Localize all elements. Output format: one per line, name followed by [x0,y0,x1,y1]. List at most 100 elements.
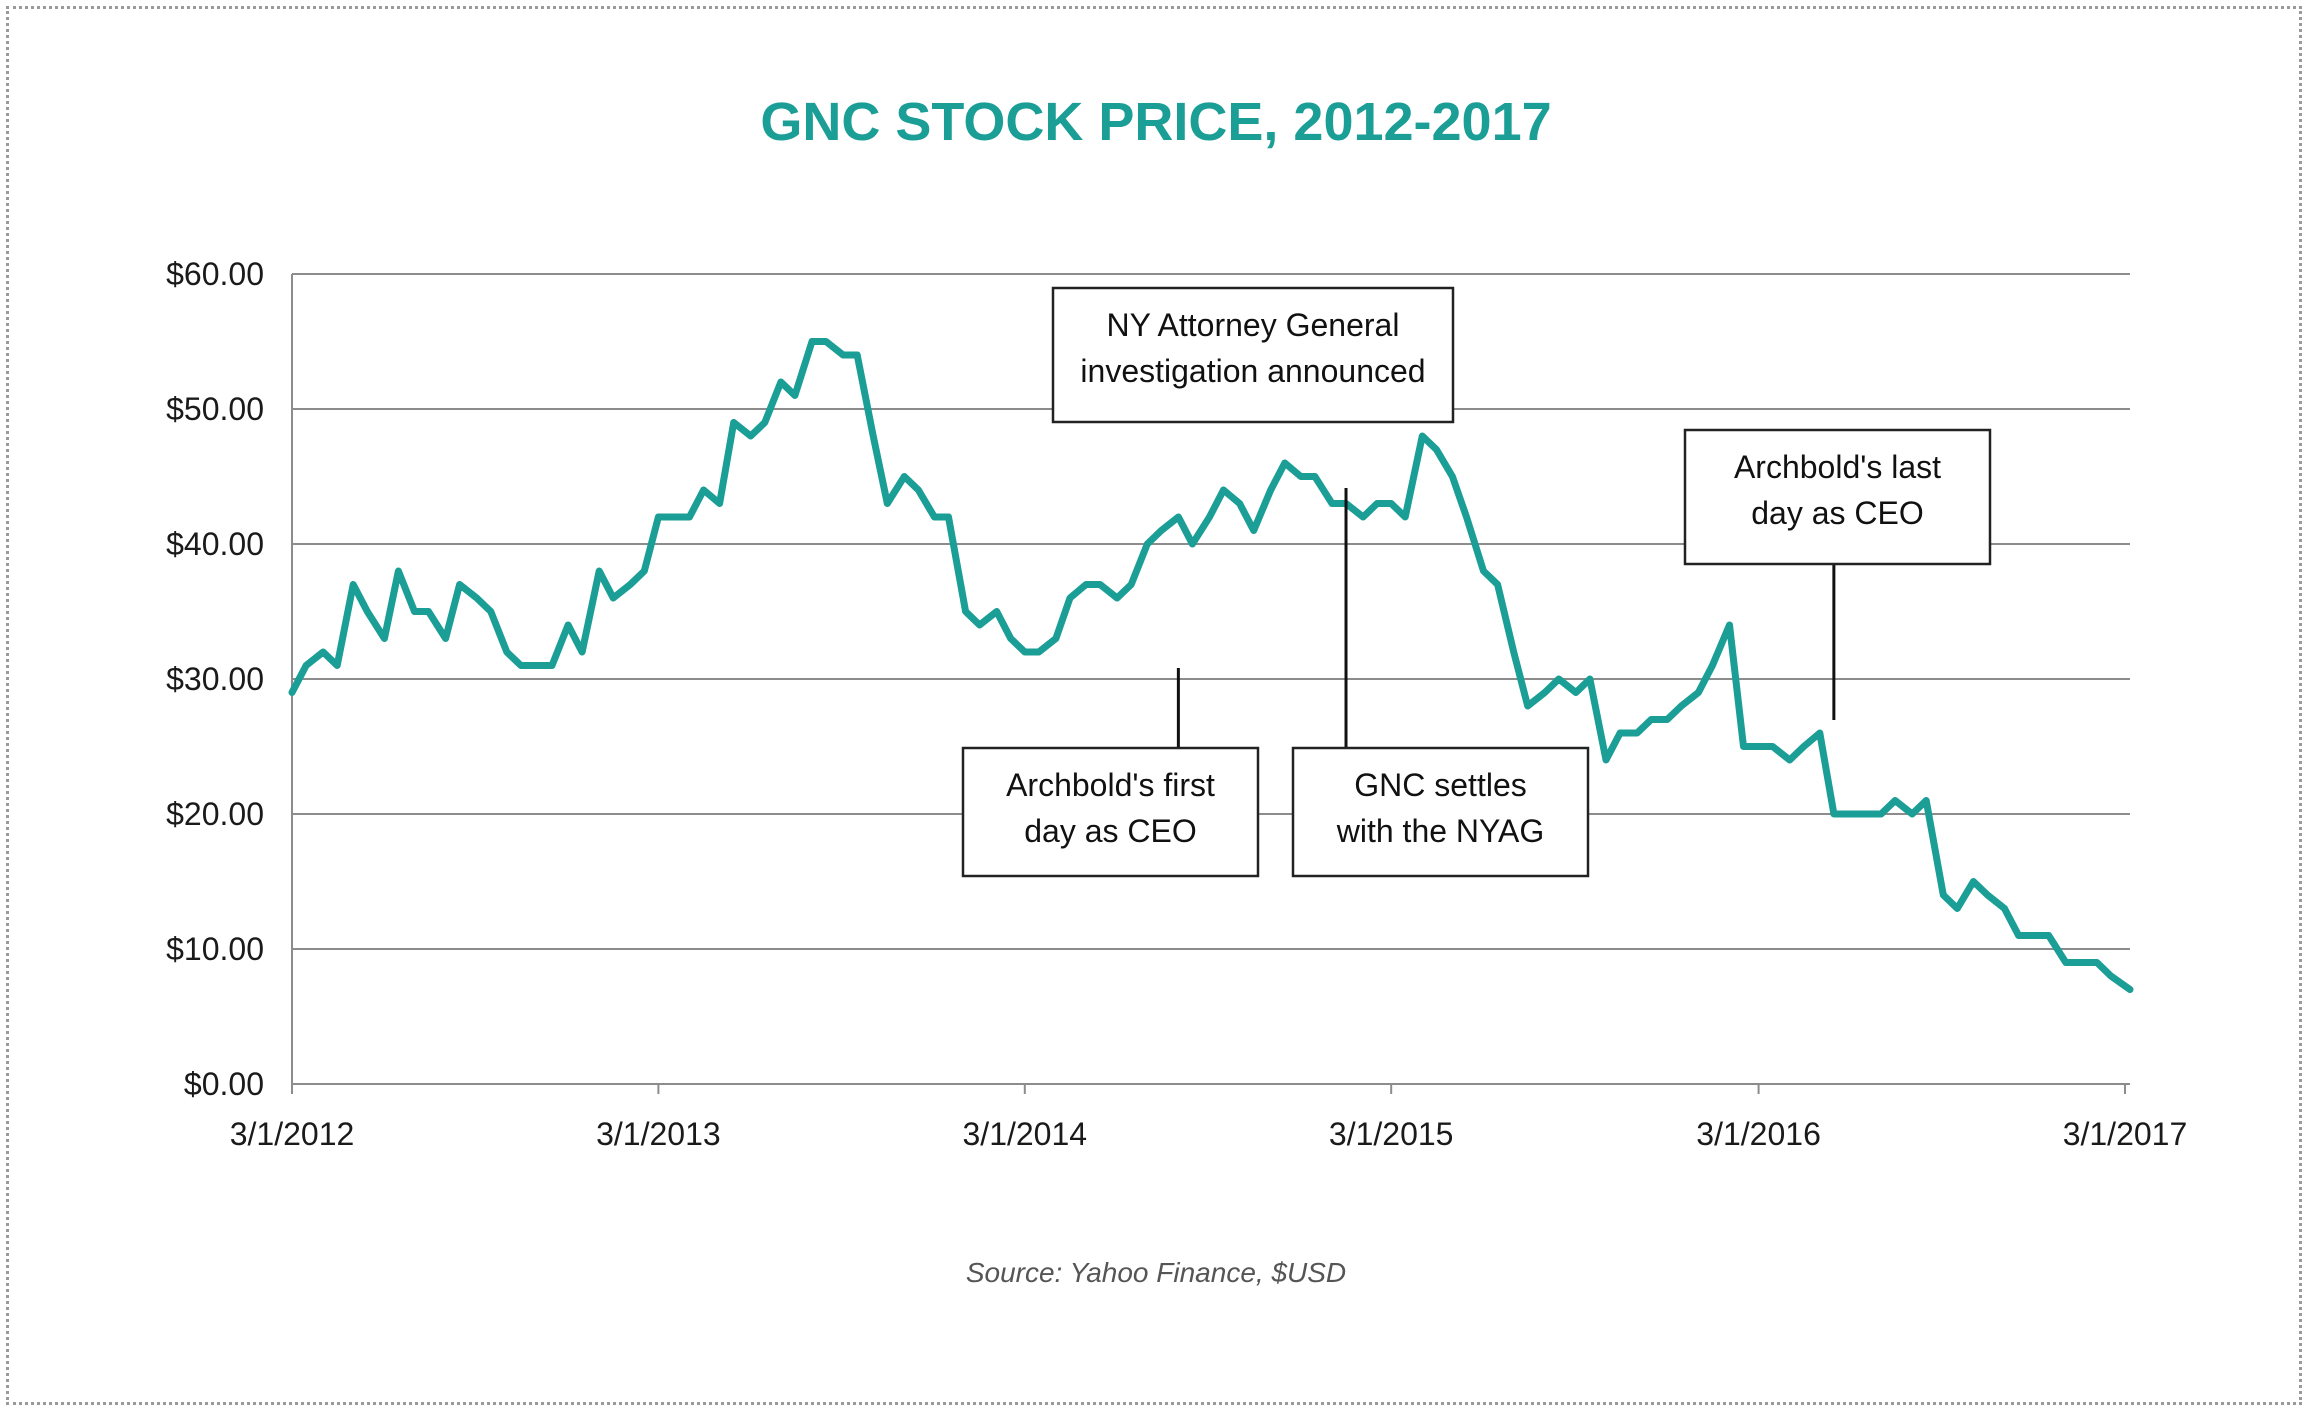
annotation: Archbold's first day as CEO [961,668,1260,878]
y-tick-label: $50.00 [166,391,264,427]
price-point [1831,811,1837,817]
annotation-box [1051,286,1455,424]
price-point [717,501,723,506]
price-point [655,514,661,520]
price-point [2046,933,2052,938]
price-point [1756,744,1762,749]
x-tick-label: 3/1/2017 [2063,1116,2188,1152]
price-point [1053,636,1059,641]
price-point [1634,730,1640,736]
y-axis-tick-labels: $0.00 $10.00 $20.00 $30.00 $40.00 $50.00 $60.0… [166,256,264,1102]
annotation: GNC settles with the NYAG [1291,488,1590,878]
price-point [884,501,890,506]
price-point [1282,460,1288,466]
price-point [1984,892,1990,898]
price-point [474,595,480,601]
price-point [320,649,326,655]
price-point [854,352,860,358]
price-point [426,609,432,614]
price-point [1097,582,1103,587]
price-point [1298,474,1304,479]
price-point [1664,717,1670,722]
price-point [1402,514,1408,520]
price-point [931,514,937,520]
annotation-text: GNC settles [1354,767,1526,803]
price-point [1221,487,1227,493]
source-note: Source: Yahoo Finance, $USD [966,1257,1346,1288]
annotation-text: day as CEO [1024,813,1197,849]
price-point [1022,649,1028,655]
x-tick-label: 3/1/2015 [1329,1116,1454,1152]
price-point [504,649,510,655]
price-point [1237,501,1243,506]
price-point [1036,649,1042,655]
price-point [1617,730,1623,736]
price-point [1329,501,1335,506]
price-point [1741,744,1747,749]
price-point [1940,892,1946,898]
price-point [303,663,309,668]
y-tick-label: $40.00 [166,526,264,562]
price-point [2016,933,2022,938]
price-point [2002,906,2008,911]
price-point [1525,703,1531,709]
price-point [1175,514,1181,520]
price-point [1449,474,1455,479]
y-tick-label: $0.00 [184,1066,264,1102]
price-point [762,420,768,425]
price-point [1787,757,1793,763]
price-point [1189,541,1195,547]
price-point [1268,487,1274,493]
price-point [748,433,754,439]
price-point [977,622,983,628]
price-point [1954,906,1960,911]
price-point [963,609,969,614]
price-point [915,487,921,493]
price-point [870,433,876,439]
x-tick-label: 3/1/2016 [1696,1116,1821,1152]
annotation-text: day as CEO [1751,495,1924,531]
price-point [1648,717,1654,722]
price-point [627,582,633,587]
price-point [1206,514,1212,520]
price-point [641,568,647,574]
price-point [1251,528,1257,533]
price-point [1463,514,1469,520]
annotation-box [1683,428,1992,566]
price-point [1726,622,1732,628]
price-point [1709,663,1715,668]
price-point [1008,636,1014,641]
y-tick-label: $60.00 [166,256,264,292]
price-point [1083,582,1089,587]
price-point [395,568,401,574]
price-point [565,622,571,628]
price-point [1312,474,1318,479]
price-point [1770,744,1776,749]
price-point [1878,811,1884,817]
price-point [901,474,907,479]
price-point [1388,501,1394,506]
price-point [1573,690,1579,695]
price-point [2032,933,2038,938]
price-point [669,514,675,520]
price-point [1817,730,1823,736]
price-point [1603,757,1609,763]
price-point [535,663,541,668]
price-point [823,339,829,344]
price-point [488,609,494,614]
price-point [1848,811,1854,817]
annotation-text: investigation announced [1080,353,1425,389]
price-point [731,420,737,425]
price-point [1114,595,1120,601]
x-tick-label: 3/1/2013 [596,1116,721,1152]
price-point [1801,744,1807,749]
price-point [1360,514,1366,520]
price-point [994,609,1000,614]
price-series [288,338,2134,993]
price-point [2108,973,2114,979]
price-point [1909,811,1915,817]
chart-frame [6,6,2302,1405]
x-axis-tick-labels: 3/1/2012 3/1/2013 3/1/2014 3/1/2015 3/1/2016… [230,1116,2188,1152]
price-point [1419,433,1425,439]
